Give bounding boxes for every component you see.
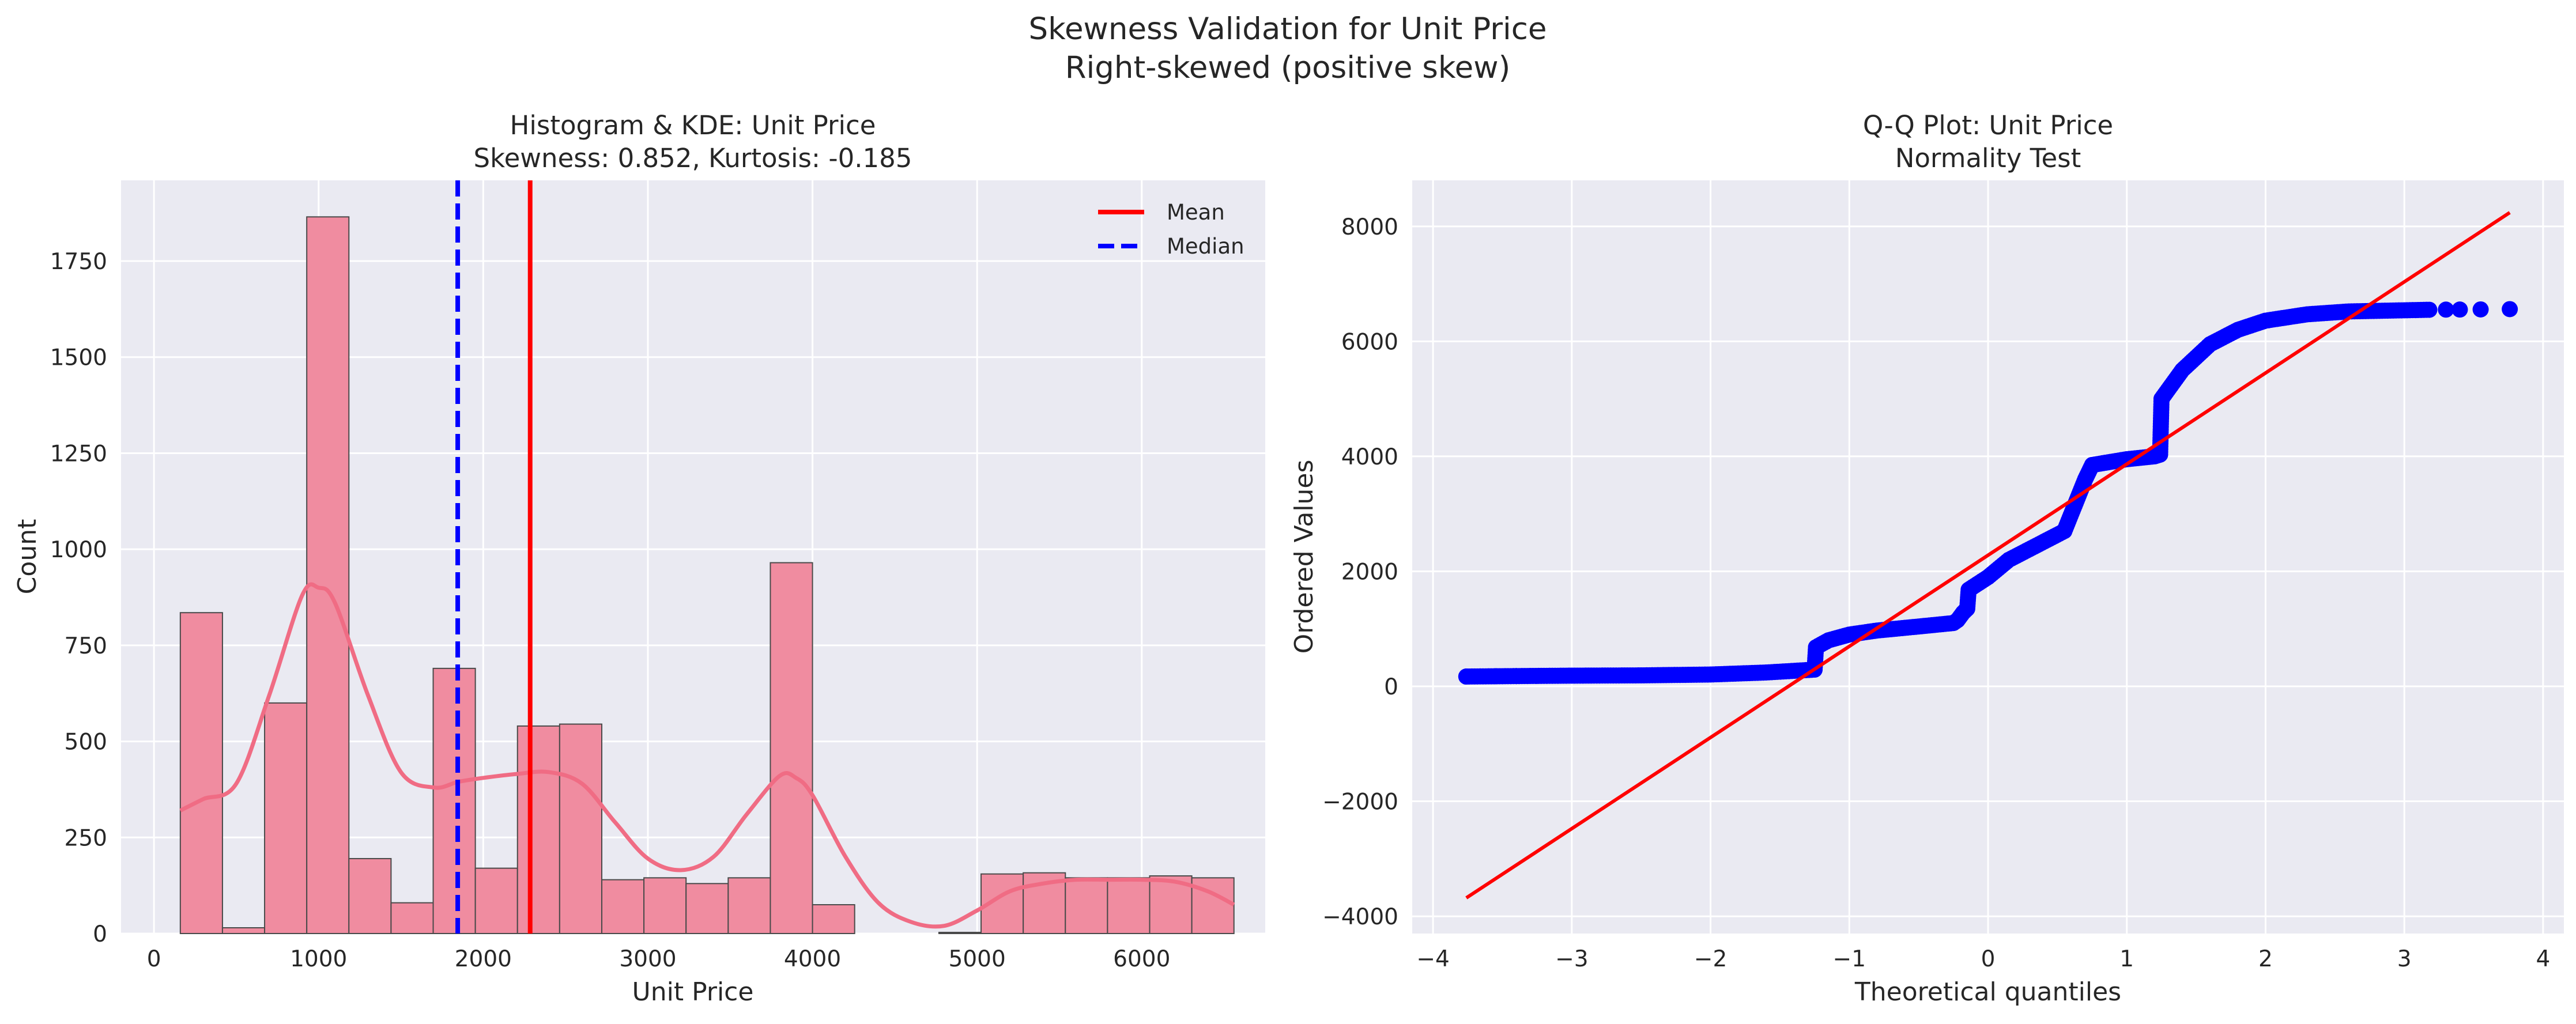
histogram-bar	[1065, 877, 1108, 935]
x-tick-label: 0	[147, 946, 161, 972]
x-tick-label: 2	[2258, 946, 2273, 972]
qq-point	[1487, 668, 1504, 685]
qq-x-ticks: −4 −3 −2 −1 0 1 2 3 4	[1416, 946, 2550, 972]
y-tick-label: 1750	[50, 249, 107, 275]
x-tick-label: 4	[2536, 946, 2550, 972]
histogram-bar	[348, 857, 392, 934]
histogram-bar	[559, 723, 602, 934]
qq-point	[2421, 301, 2438, 318]
qq-point	[2438, 301, 2454, 318]
histogram-bar	[643, 877, 687, 935]
histogram-bar	[516, 725, 560, 935]
histogram-x-axis-label: Unit Price	[632, 977, 754, 1007]
histogram-panel: 0 1000 2000 3000 4000 5000 6000 0 250 500 750 1000…	[13, 110, 1265, 1007]
qq-point	[2472, 301, 2489, 318]
histogram-bars	[179, 216, 1235, 935]
x-tick-label: 1000	[290, 946, 347, 972]
y-tick-label: −2000	[1322, 789, 1398, 815]
figure-title: Skewness Validation for Unit Price	[1029, 12, 1547, 47]
x-tick-label: 1	[2119, 946, 2134, 972]
histogram-bar	[770, 562, 813, 934]
histogram-bar	[685, 883, 729, 935]
qq-point	[1508, 668, 1525, 685]
qq-reference-line	[1465, 211, 2511, 900]
histogram-subtitle: Skewness: 0.852, Kurtosis: -0.185	[474, 143, 912, 173]
y-tick-label: 750	[65, 633, 107, 659]
x-tick-label: 3000	[619, 946, 676, 972]
qq-grid	[1412, 180, 2564, 934]
qq-x-axis-label: Theoretical quantiles	[1854, 977, 2121, 1007]
qq-point	[1458, 668, 1474, 685]
histogram-bar	[1191, 877, 1235, 935]
histogram-bar	[812, 904, 855, 935]
x-tick-label: 2000	[455, 946, 512, 972]
histogram-title: Histogram & KDE: Unit Price	[510, 110, 876, 141]
histogram-x-ticks: 0 1000 2000 3000 4000 5000 6000	[147, 946, 1171, 972]
histogram-bar	[938, 931, 982, 935]
legend-mean-label: Mean	[1167, 200, 1225, 225]
qq-title: Q-Q Plot: Unit Price	[1863, 110, 2113, 141]
qq-subtitle: Normality Test	[1895, 143, 2081, 173]
kde-curve	[179, 582, 1235, 929]
qq-point	[2451, 301, 2468, 318]
histogram-legend: Mean Median	[1098, 200, 1244, 259]
y-tick-label: −4000	[1322, 904, 1398, 930]
figure-subtitle: Right-skewed (positive skew)	[1065, 50, 1511, 85]
histogram-bar	[1107, 877, 1151, 935]
x-tick-label: −1	[1833, 946, 1866, 972]
qq-plot-panel: −4 −3 −2 −1 0 1 2 3 4 −4000 −2000 0 2000 4000 6000 800…	[1289, 110, 2564, 1007]
y-tick-label: 8000	[1341, 214, 1398, 240]
y-tick-label: 6000	[1341, 329, 1398, 355]
x-tick-label: 3	[2397, 946, 2412, 972]
x-tick-label: −4	[1416, 946, 1450, 972]
histogram-bar	[601, 879, 645, 934]
y-tick-label: 1250	[50, 441, 107, 467]
y-tick-label: 1500	[50, 345, 107, 371]
x-tick-label: −3	[1555, 946, 1589, 972]
histogram-bar	[432, 667, 476, 935]
x-tick-label: −2	[1694, 946, 1728, 972]
qq-y-axis-label: Ordered Values	[1289, 460, 1319, 654]
y-tick-label: 4000	[1341, 444, 1398, 470]
histogram-bar	[179, 612, 223, 934]
histogram-bar	[306, 216, 350, 934]
histogram-y-axis-label: Count	[13, 519, 42, 595]
x-tick-label: 4000	[784, 946, 841, 972]
y-tick-label: 500	[65, 730, 107, 755]
histogram-bar	[221, 927, 266, 934]
histogram-bar	[474, 867, 518, 934]
y-tick-label: 0	[1384, 674, 1398, 700]
y-tick-label: 250	[65, 825, 107, 851]
histogram-bar	[264, 702, 308, 934]
x-tick-label: 6000	[1113, 946, 1170, 972]
y-tick-label: 2000	[1341, 559, 1398, 585]
histogram-y-ticks: 0 250 500 750 1000 1250 1500 1750	[50, 249, 107, 947]
legend-median-label: Median	[1167, 234, 1244, 259]
x-tick-label: 0	[1981, 946, 1996, 972]
histogram-bar	[390, 902, 434, 935]
y-tick-label: 1000	[50, 537, 107, 563]
x-tick-label: 5000	[949, 946, 1006, 972]
qq-point	[2502, 301, 2518, 318]
histogram-bar	[727, 877, 771, 935]
qq-y-ticks: −4000 −2000 0 2000 4000 6000 8000	[1322, 214, 1398, 930]
y-tick-label: 0	[93, 921, 107, 947]
